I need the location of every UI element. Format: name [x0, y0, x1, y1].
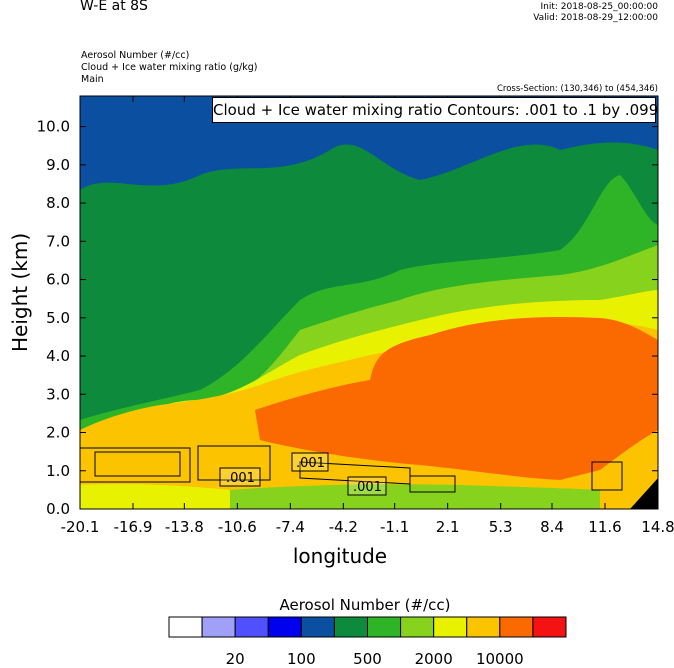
colorbar-label: 10000: [475, 650, 524, 668]
terrain: [630, 478, 658, 509]
colorbar-swatch: [466, 616, 501, 638]
x-tick-label: -1.1: [380, 518, 409, 536]
colorbar-swatch: [168, 616, 203, 638]
y-tick-label: 2.0: [46, 424, 70, 442]
colorbar-title: Aerosol Number (#/cc): [279, 596, 451, 614]
cloud-contour-2: [94, 451, 181, 477]
colorbar: [168, 616, 567, 638]
plot-title: W-E at 8S: [80, 0, 148, 14]
y-tick-label: 9.0: [46, 156, 70, 174]
x-tick-label: 14.8: [641, 518, 674, 536]
field-label-main: Main: [81, 74, 104, 85]
x-tick-label: -20.1: [61, 518, 100, 536]
colorbar-swatch: [499, 616, 534, 638]
colorbar-swatch: [367, 616, 402, 638]
colorbar-swatch: [201, 616, 236, 638]
colorbar-label: 100: [287, 650, 316, 668]
x-tick-label: 2.1: [436, 518, 460, 536]
y-tick-label: 4.0: [46, 347, 70, 365]
cloud-contour-3: [197, 445, 271, 481]
contour-label-3: .001: [353, 480, 382, 495]
band-surface-lime: [230, 484, 600, 509]
x-tick-label: -10.6: [218, 518, 257, 536]
cross-section-label: Cross-Section: (130,346) to (454,346): [496, 84, 658, 94]
contour-label-2: .001: [296, 456, 325, 471]
colorbar-swatch: [532, 616, 567, 638]
x-axis-label: longitude: [292, 544, 388, 568]
contour-label-box-2: [291, 452, 329, 472]
band-orange: [255, 316, 658, 480]
x-tick-label: 11.6: [588, 518, 621, 536]
y-tick-label: 0.0: [46, 500, 70, 518]
x-tick-label: -4.2: [329, 518, 358, 536]
y-tick-label: 8.0: [46, 194, 70, 212]
x-tick-label: 8.4: [540, 518, 564, 536]
field-label-aerosol: Aerosol Number (#/cc): [81, 50, 190, 61]
contour-labels: .001 .001 .001: [219, 452, 387, 496]
x-tick-label: 5.3: [489, 518, 513, 536]
y-tick-label: 5.0: [46, 309, 70, 327]
init-time: Init: 2018-08-25_00:00:00: [540, 2, 658, 12]
contour-label-box-3: [347, 476, 387, 496]
colorbar-swatch: [400, 616, 435, 638]
y-tick-label: 10.0: [37, 118, 70, 136]
y-tick-label: 6.0: [46, 271, 70, 289]
colorbar-label: 20: [225, 650, 245, 668]
x-tick-label: -7.4: [276, 518, 305, 536]
y-tick-label: 1.0: [46, 462, 70, 480]
x-tick-label: -13.8: [165, 518, 204, 536]
colorbar-swatch: [234, 616, 269, 638]
y-axis-label: Height (km): [8, 232, 32, 352]
colorbar-label: 500: [353, 650, 382, 668]
contour-info-box: Cloud + Ice water mixing ratio Contours:…: [212, 97, 658, 123]
y-tick-label: 3.0: [46, 385, 70, 403]
band-surface-yellow: [80, 484, 230, 509]
colorbar-label: 2000: [414, 650, 453, 668]
valid-time: Valid: 2018-08-29_12:00:00: [533, 13, 658, 23]
heatmap-field: [80, 96, 658, 509]
contour-label-1: .001: [226, 471, 255, 486]
colorbar-swatch: [267, 616, 302, 638]
y-tick-label: 7.0: [46, 232, 70, 250]
colorbar-swatch: [300, 616, 335, 638]
colorbar-swatch: [333, 616, 368, 638]
x-tick-label: -16.9: [114, 518, 153, 536]
cloud-contour-5: [409, 475, 456, 493]
colorbar-swatch: [433, 616, 468, 638]
field-label-cloud: Cloud + Ice water mixing ratio (g/kg): [81, 62, 258, 73]
plot-frame: [79, 95, 659, 510]
cloud-contour-6: [591, 461, 623, 491]
axes: -20.1 -16.9 -13.8 -10.6 -7.4 -4.2 -1.1 2.1 5.3 8.…: [37, 96, 674, 536]
contour-label-box-1: [219, 467, 261, 487]
